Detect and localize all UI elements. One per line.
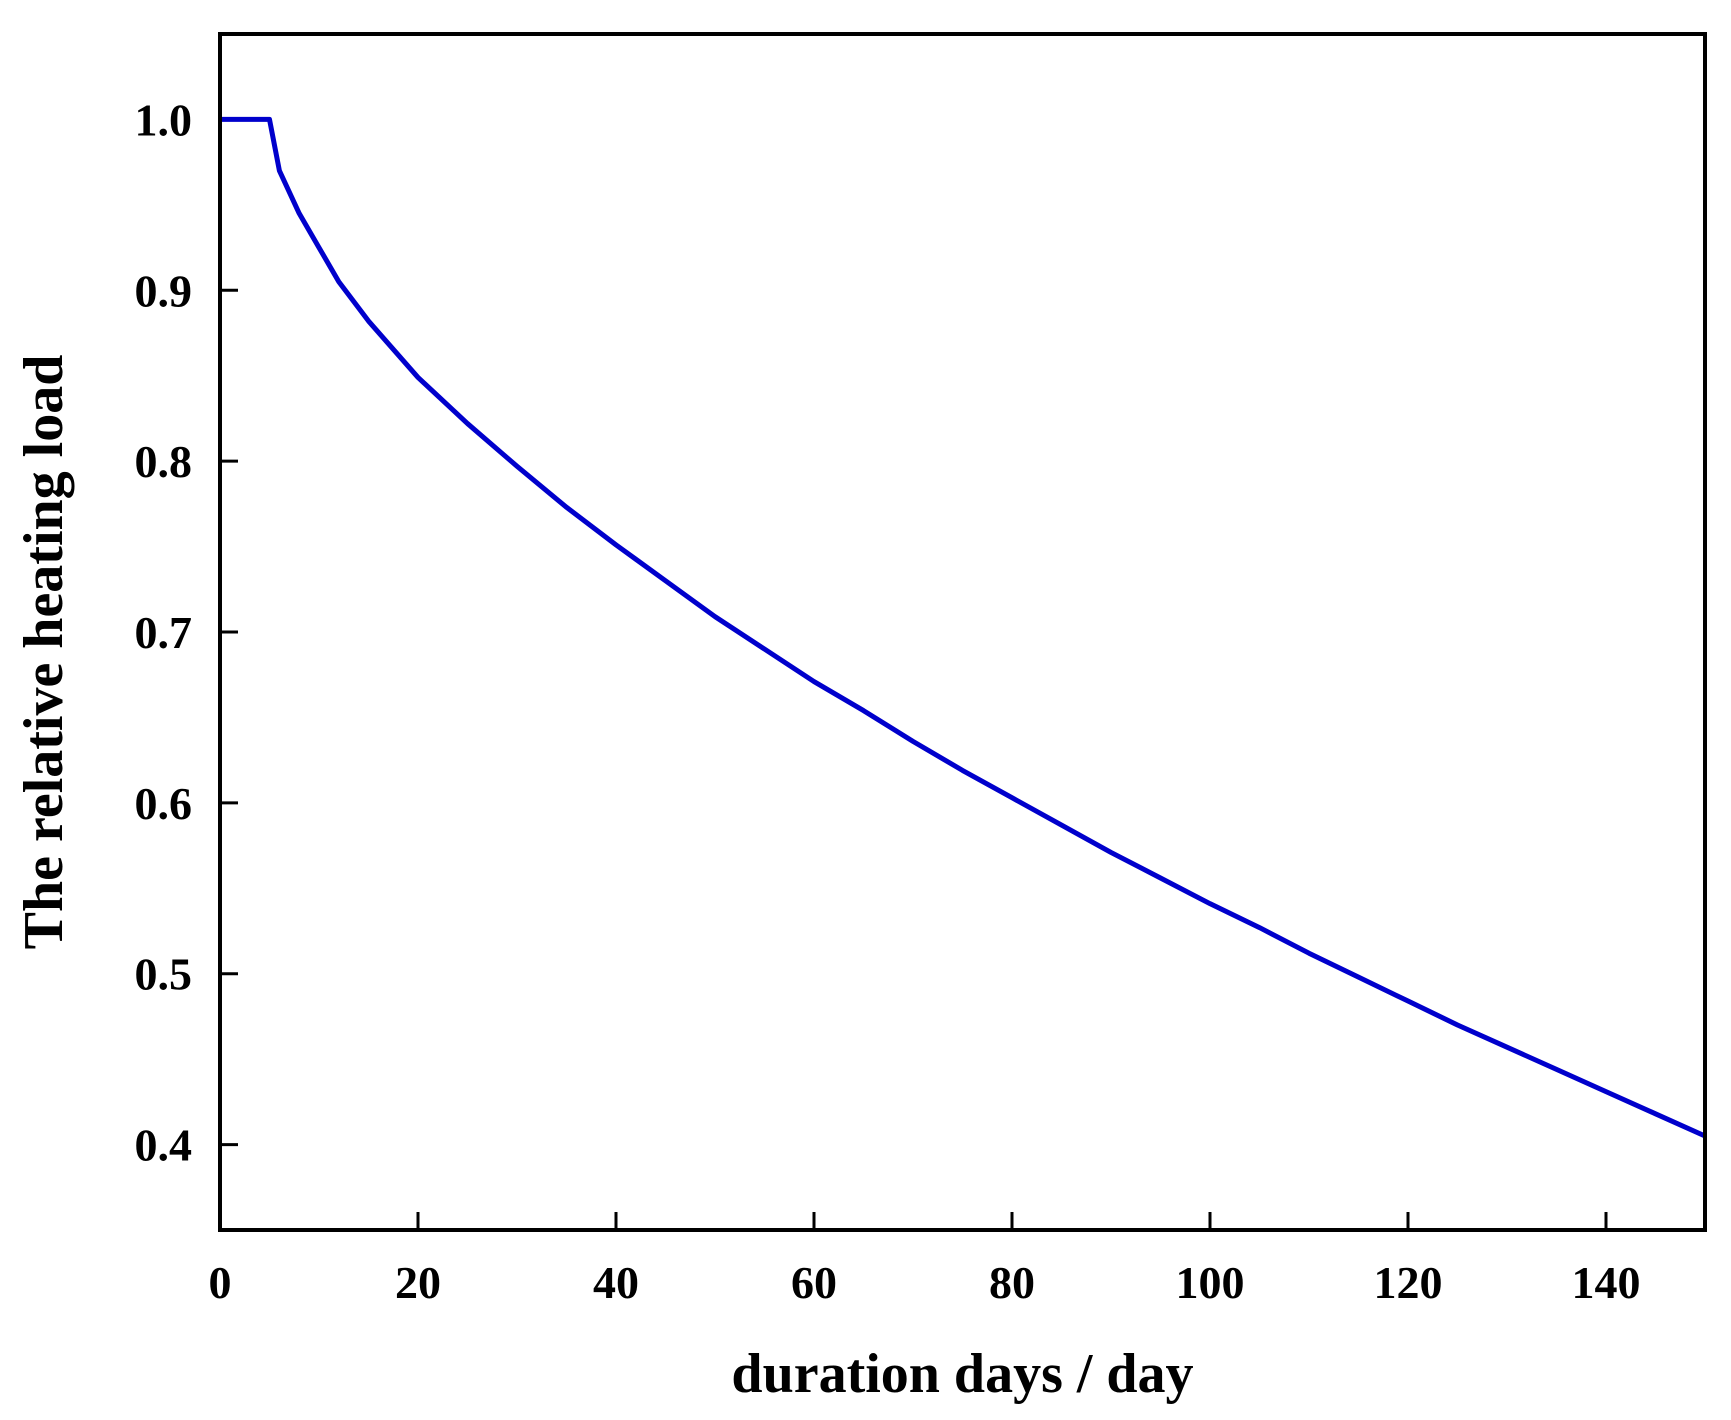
y-tick-label: 0.6 bbox=[135, 778, 193, 829]
x-tick-label: 100 bbox=[1176, 1257, 1245, 1308]
y-tick-label: 0.8 bbox=[135, 436, 193, 487]
y-tick-label: 1.0 bbox=[135, 94, 193, 145]
y-axis-title: The relative heating load bbox=[13, 355, 75, 950]
y-tick-label: 0.9 bbox=[135, 265, 193, 316]
x-tick-label: 80 bbox=[989, 1257, 1035, 1308]
x-tick-label: 120 bbox=[1374, 1257, 1443, 1308]
y-axis-ticks: 0.4 0.5 0.6 0.7 0.8 0.9 1.0 bbox=[135, 94, 238, 1171]
x-tick-label: 20 bbox=[395, 1257, 441, 1308]
x-axis-ticks: 0 20 40 60 80 100 120 140 bbox=[209, 1212, 1641, 1308]
x-tick-label: 140 bbox=[1572, 1257, 1641, 1308]
x-tick-label: 0 bbox=[209, 1257, 232, 1308]
y-tick-label: 0.4 bbox=[135, 1120, 193, 1171]
x-axis-title: duration days / day bbox=[731, 1343, 1193, 1405]
y-tick-label: 0.5 bbox=[135, 949, 193, 1000]
series-layer bbox=[220, 116, 1707, 1139]
y-tick-label: 0.7 bbox=[135, 607, 193, 658]
series-line bbox=[220, 116, 1707, 1139]
x-tick-label: 40 bbox=[593, 1257, 639, 1308]
plot-frame bbox=[218, 32, 1707, 1232]
x-tick-label: 60 bbox=[791, 1257, 837, 1308]
